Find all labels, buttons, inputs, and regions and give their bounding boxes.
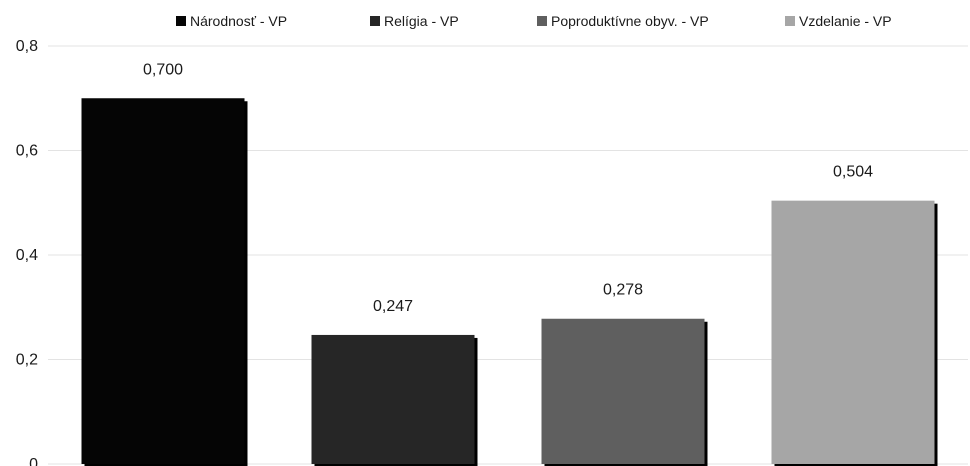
data-labels: 0,700 0,247 0,278 0,504 [143, 61, 873, 315]
legend-label: Národnosť - VP [190, 13, 287, 29]
legend-label: Relígia - VP [384, 13, 459, 29]
bar [81, 98, 245, 464]
legend-swatch [370, 16, 380, 26]
bar [771, 200, 935, 464]
y-tick-label: 0,6 [16, 143, 38, 160]
legend-label: Vzdelanie - VP [799, 13, 892, 29]
y-axis: 0 0,2 0,4 0,6 0,8 [16, 38, 38, 466]
legend-swatch [537, 16, 547, 26]
data-label: 0,700 [143, 61, 183, 78]
legend-swatch [176, 16, 186, 26]
y-tick-label: 0,8 [16, 38, 38, 55]
bar [311, 334, 475, 464]
bar [541, 318, 705, 464]
y-tick-label: 0 [29, 456, 38, 466]
legend-label: Poproduktívne obyv. - VP [551, 13, 709, 29]
data-label: 0,504 [833, 164, 873, 181]
data-label: 0,278 [603, 282, 643, 299]
data-label: 0,247 [373, 298, 413, 315]
y-tick-label: 0,4 [16, 247, 38, 264]
legend-swatch [785, 16, 795, 26]
legend: Národnosť - VP Relígia - VP Poproduktívne … [176, 13, 892, 29]
bars [81, 98, 938, 466]
y-tick-label: 0,2 [16, 352, 38, 369]
